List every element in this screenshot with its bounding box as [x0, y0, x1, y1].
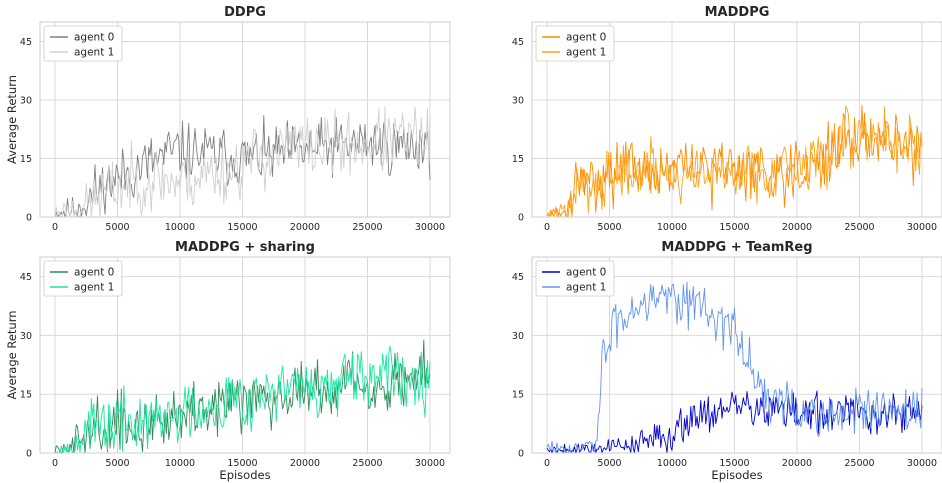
y-tick-label: 15 [512, 390, 524, 401]
legend: agent 0 agent 1 [43, 25, 123, 62]
legend-label: agent 0 [74, 32, 114, 44]
y-tick-label: 15 [20, 390, 32, 401]
y-tick-label: 45 [20, 37, 32, 48]
chart-title: MADDPG + TeamReg [661, 240, 812, 255]
series-line-agent-1 [546, 105, 923, 218]
x-tick-label: 30000 [907, 458, 937, 469]
x-tick-label: 15000 [719, 222, 749, 233]
chart-title: DDPG [224, 5, 266, 20]
y-tick-label: 30 [20, 331, 32, 342]
x-tick-label: 25000 [844, 458, 874, 469]
x-tick-label: 0 [52, 458, 58, 469]
x-axis-label: Episodes [711, 468, 762, 482]
y-tick-label: 45 [512, 37, 524, 48]
y-axis-label: Average Return [5, 310, 19, 399]
legend-label: agent 1 [566, 47, 606, 59]
legend-label: agent 1 [74, 282, 114, 294]
y-tick-label: 0 [518, 213, 524, 224]
x-tick-label: 20000 [782, 222, 812, 233]
chart-panel-2: 0 5000 10000 15000 20000 25000 30000 0 15 30 45 MAD… [5, 240, 451, 482]
plot-frame [39, 256, 451, 454]
x-tick-label: 10000 [657, 222, 687, 233]
y-axis-label: Average Return [5, 75, 19, 164]
chart-title: MADDPG + sharing [175, 240, 315, 255]
x-tick-label: 20000 [290, 458, 320, 469]
y-tick-label: 45 [512, 272, 524, 283]
x-tick-label: 5000 [597, 222, 621, 233]
series-line-agent-0 [546, 104, 923, 218]
y-tick-label: 30 [512, 96, 524, 107]
chart-panel-0: 0 5000 10000 15000 20000 25000 30000 0 15 30 45 DDP… [5, 5, 451, 233]
chart-panel-3: 0 5000 10000 15000 20000 25000 30000 0 15 30 45 MAD… [512, 240, 942, 482]
x-tick-label: 10000 [657, 458, 687, 469]
x-tick-label: 0 [52, 222, 58, 233]
legend: agent 0 agent 1 [535, 260, 615, 297]
chart-panel-1: 0 5000 10000 15000 20000 25000 30000 0 15 30 45 MAD… [512, 5, 942, 233]
y-tick-label: 0 [26, 213, 32, 224]
y-tick-label: 15 [20, 154, 32, 165]
y-tick-label: 15 [512, 154, 524, 165]
x-tick-label: 30000 [907, 222, 937, 233]
legend-label: agent 1 [566, 282, 606, 294]
x-tick-label: 0 [544, 458, 550, 469]
series-line-agent-1 [546, 281, 923, 454]
x-tick-label: 5000 [105, 222, 129, 233]
x-tick-label: 25000 [352, 458, 382, 469]
x-tick-label: 30000 [415, 458, 445, 469]
legend-label: agent 0 [74, 267, 114, 279]
x-tick-label: 25000 [352, 222, 382, 233]
plot-frame [39, 21, 451, 218]
x-tick-label: 15000 [227, 222, 257, 233]
y-tick-label: 30 [20, 96, 32, 107]
plot-frame [531, 21, 942, 218]
x-axis-label: Episodes [219, 468, 270, 482]
legend-label: agent 1 [74, 47, 114, 59]
x-tick-label: 15000 [227, 458, 257, 469]
plot-frame [531, 256, 942, 454]
y-tick-label: 45 [20, 272, 32, 283]
x-tick-label: 20000 [782, 458, 812, 469]
x-tick-label: 10000 [165, 458, 195, 469]
chart-title: MADDPG [705, 5, 770, 20]
x-tick-label: 15000 [719, 458, 749, 469]
series-line-agent-0 [546, 390, 923, 454]
x-tick-label: 10000 [165, 222, 195, 233]
legend: agent 0 agent 1 [535, 25, 615, 62]
legend-label: agent 0 [566, 32, 606, 44]
x-tick-label: 5000 [597, 458, 621, 469]
x-tick-label: 20000 [290, 222, 320, 233]
y-tick-label: 30 [512, 331, 524, 342]
series-line-agent-1 [54, 105, 431, 218]
y-tick-label: 0 [26, 449, 32, 460]
x-tick-label: 30000 [415, 222, 445, 233]
legend: agent 0 agent 1 [43, 260, 123, 297]
y-tick-label: 0 [518, 449, 524, 460]
x-tick-label: 0 [544, 222, 550, 233]
legend-label: agent 0 [566, 267, 606, 279]
x-tick-label: 25000 [844, 222, 874, 233]
x-tick-label: 5000 [105, 458, 129, 469]
series-line-agent-1 [54, 345, 431, 454]
